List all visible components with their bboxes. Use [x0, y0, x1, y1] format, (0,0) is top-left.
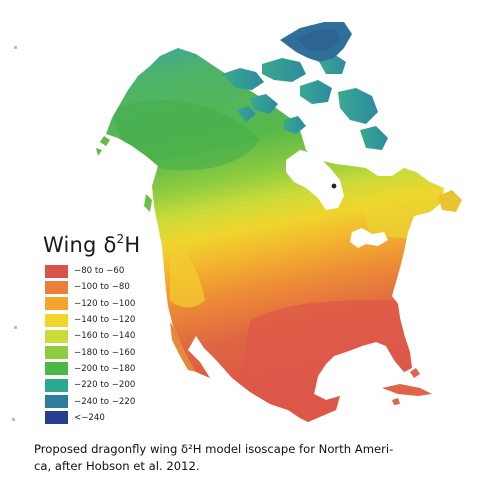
figure-caption: Proposed dragonfly wing δ²H model isosca… [34, 441, 464, 475]
legend-swatch [45, 297, 68, 311]
speck [14, 46, 17, 49]
great-lakes [350, 228, 388, 248]
legend-label: −140 to −120 [74, 315, 136, 326]
speck [14, 326, 17, 329]
legend-label: −80 to −60 [74, 266, 125, 277]
legend-swatch [45, 346, 68, 360]
cuba [382, 384, 432, 396]
legend-swatch [45, 264, 68, 278]
legend-item: −80 to −60 [38, 263, 178, 279]
legend-label: −100 to −80 [74, 282, 130, 293]
legend-swatch [45, 329, 68, 343]
vancouver-island [144, 194, 152, 212]
legend-swatch [45, 280, 68, 294]
legend-item: −100 to −80 [38, 279, 178, 295]
caption-line-2: ca, after Hobson et al. 2012. [34, 459, 200, 473]
legend: Wing δ2H −80 to −60 −100 to −80 −120 to −1… [38, 232, 178, 426]
bahamas [410, 368, 420, 378]
legend-item: −220 to −200 [38, 377, 178, 393]
legend-item: −120 to −100 [38, 296, 178, 312]
legend-item: −200 to −180 [38, 361, 178, 377]
legend-swatch [45, 378, 68, 392]
legend-item: −180 to −160 [38, 344, 178, 360]
legend-label: −160 to −140 [74, 331, 136, 342]
baja-california [170, 322, 196, 372]
gulf-of-mexico [318, 350, 384, 386]
legend-swatch [45, 313, 68, 327]
legend-label: −180 to −160 [74, 347, 136, 358]
newfoundland [438, 190, 462, 212]
legend-item: <−240 [38, 410, 178, 426]
legend-label: <−240 [74, 412, 105, 423]
legend-item: −160 to −140 [38, 328, 178, 344]
legend-title: Wing δ2H [43, 232, 141, 257]
hudson-bay [286, 150, 344, 210]
legend-item: −140 to −120 [38, 312, 178, 328]
legend-label: −240 to −220 [74, 396, 136, 407]
legend-swatch [45, 411, 68, 425]
isoscape-map [96, 22, 462, 422]
legend-label: −120 to −100 [74, 298, 136, 309]
legend-label: −200 to −180 [74, 363, 136, 374]
legend-swatch [45, 395, 68, 409]
caption-line-1: Proposed dragonfly wing δ²H model isosca… [34, 442, 394, 456]
legend-item: −240 to −220 [38, 393, 178, 409]
arctic-archipelago [222, 54, 388, 150]
legend-rows: −80 to −60 −100 to −80 −120 to −100 −140 to… [38, 263, 178, 426]
legend-label: −220 to −200 [74, 380, 136, 391]
speck [12, 418, 15, 421]
legend-swatch [45, 362, 68, 376]
north-america-landmass [106, 48, 444, 422]
